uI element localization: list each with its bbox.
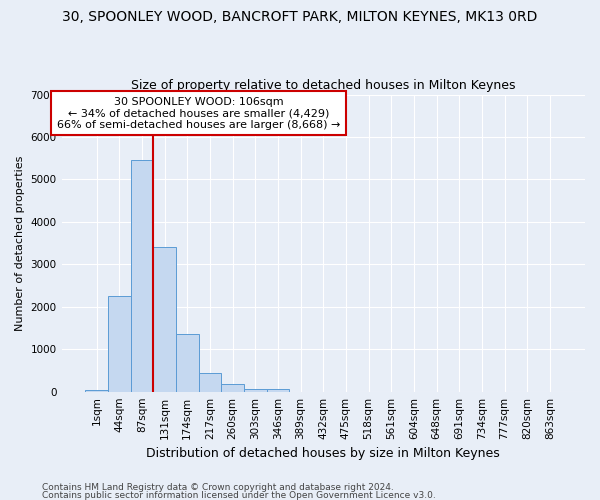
Bar (108, 296, 131, 392)
Bar (221, 384, 244, 392)
Bar (131, 160, 154, 392)
Title: Size of property relative to detached houses in Milton Keynes: Size of property relative to detached ho… (131, 79, 515, 92)
Text: Contains public sector information licensed under the Open Government Licence v3: Contains public sector information licen… (42, 490, 436, 500)
Text: 30, SPOONLEY WOOD, BANCROFT PARK, MILTON KEYNES, MK13 0RD: 30, SPOONLEY WOOD, BANCROFT PARK, MILTON… (62, 10, 538, 24)
Y-axis label: Number of detached properties: Number of detached properties (15, 156, 25, 331)
X-axis label: Distribution of detached houses by size in Milton Keynes: Distribution of detached houses by size … (146, 447, 500, 460)
Bar (244, 388, 266, 392)
Bar (85, 390, 108, 392)
Bar (266, 389, 289, 392)
Bar (154, 248, 176, 392)
Bar (176, 334, 199, 392)
Text: Contains HM Land Registry data © Crown copyright and database right 2024.: Contains HM Land Registry data © Crown c… (42, 484, 394, 492)
Text: 30 SPOONLEY WOOD: 106sqm
← 34% of detached houses are smaller (4,429)
66% of sem: 30 SPOONLEY WOOD: 106sqm ← 34% of detach… (57, 96, 340, 130)
Bar (199, 372, 221, 392)
